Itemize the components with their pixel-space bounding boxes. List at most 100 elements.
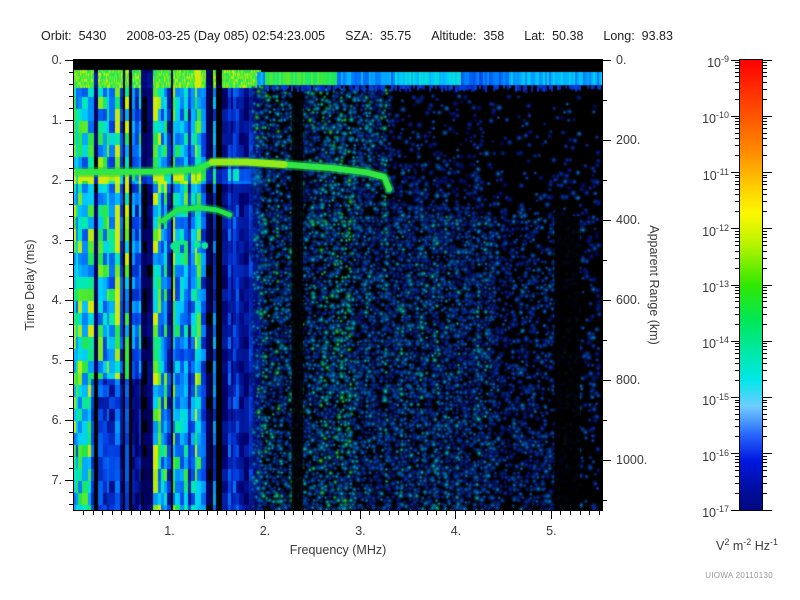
header-field-datetime: 2008-03-25 (Day 085) 02:54:23.005	[126, 29, 325, 43]
colorbar-minor-tick	[735, 174, 739, 176]
range-axis-tick-label: 1000.	[616, 453, 648, 467]
colorbar-tick-label: 10-9	[707, 54, 729, 71]
x-axis-tick	[560, 511, 562, 515]
x-axis-tick	[121, 511, 123, 515]
x-axis-tick	[168, 511, 170, 519]
y-axis-tick	[69, 227, 73, 229]
x-axis-tick	[445, 511, 447, 515]
colorbar-minor-tick	[763, 201, 767, 203]
x-axis-tick	[302, 511, 304, 515]
x-axis-tick	[149, 511, 151, 515]
colorbar-minor-tick	[735, 323, 739, 325]
colorbar-minor-tick	[763, 343, 767, 345]
colorbar-minor-tick	[735, 245, 739, 247]
range-axis-tick	[603, 99, 607, 101]
header-field-label: Lat:	[524, 29, 546, 43]
header-field-value: 93.83	[641, 29, 673, 43]
x-axis-tick	[159, 511, 161, 515]
colorbar-minor-tick	[735, 177, 739, 179]
colorbar-tick	[763, 340, 772, 342]
header-field-value: 2008-03-25 (Day 085) 02:54:23.005	[126, 29, 326, 43]
colorbar-minor-tick	[735, 230, 739, 232]
x-axis-tick	[589, 511, 591, 515]
colorbar-minor-tick	[735, 461, 739, 463]
header-field-lat: Lat: 50.38	[524, 29, 583, 43]
colorbar-minor-tick	[735, 419, 739, 421]
colorbar-minor-tick	[735, 370, 739, 372]
x-axis-tick	[388, 511, 390, 515]
x-axis-tick	[216, 511, 218, 515]
x-axis-title: Frequency (MHz)	[289, 543, 387, 557]
y-axis-tick-label: 3.	[51, 233, 62, 247]
colorbar-minor-tick	[735, 240, 739, 242]
header-field-label: Long:	[603, 29, 635, 43]
y-axis-tick	[69, 275, 73, 277]
colorbar-minor-tick	[735, 233, 739, 235]
colorbar-tick	[731, 172, 739, 173]
x-axis-tick	[455, 511, 457, 519]
y-axis-title-left: Time Delay (ms)	[23, 239, 37, 331]
x-axis-tick-label: 4.	[450, 524, 462, 538]
y-axis-tick	[65, 179, 73, 181]
x-axis-tick	[92, 511, 94, 515]
x-axis-tick	[484, 511, 486, 515]
colorbar-minor-tick	[735, 405, 739, 407]
colorbar-minor-tick	[735, 289, 739, 291]
x-axis-tick	[379, 511, 381, 515]
colorbar-minor-tick	[735, 293, 739, 295]
colorbar-minor-tick	[763, 296, 767, 298]
colorbar-minor-tick	[735, 313, 739, 315]
x-axis-tick	[197, 511, 199, 515]
colorbar-minor-tick	[763, 353, 767, 355]
colorbar-minor-tick	[735, 64, 739, 66]
x-axis-tick	[245, 511, 247, 515]
colorbar-minor-tick	[763, 240, 767, 242]
x-axis-tick	[226, 511, 228, 515]
x-axis-tick-label: 3.	[355, 524, 366, 538]
colorbar-minor-tick	[735, 121, 739, 123]
colorbar-tick	[763, 172, 772, 173]
y-axis-tick	[69, 263, 73, 265]
colorbar-minor-tick	[763, 357, 767, 359]
colorbar-minor-tick	[735, 287, 739, 289]
y-axis-tick	[69, 431, 73, 433]
colorbar-minor-tick	[763, 138, 767, 140]
colorbar-minor-tick	[763, 236, 767, 238]
y-axis-tick	[69, 407, 73, 409]
x-axis-tick	[407, 511, 409, 515]
y-axis-tick-label: 6.	[51, 413, 62, 427]
colorbar-tick	[731, 228, 739, 230]
x-axis-tick	[312, 511, 314, 515]
y-axis-tick	[69, 311, 73, 313]
colorbar-minor-tick	[763, 293, 767, 295]
y-axis-tick	[69, 395, 73, 397]
colorbar-minor-tick	[735, 492, 739, 494]
colorbar-frame	[739, 59, 763, 511]
colorbar-tick-label: 10-15	[702, 391, 729, 408]
y-axis-tick	[65, 59, 73, 61]
range-axis-tick	[603, 499, 607, 501]
colorbar-minor-tick	[763, 380, 767, 382]
x-axis-tick	[102, 511, 104, 515]
header-field-long: Long: 93.83	[603, 29, 673, 43]
colorbar-tick	[763, 509, 772, 511]
colorbar-minor-tick	[735, 201, 739, 203]
y-axis-tick	[69, 95, 73, 97]
colorbar-tick	[763, 59, 772, 61]
colorbar-tick	[763, 453, 772, 455]
colorbar-minor-tick	[763, 180, 767, 182]
x-axis-tick	[207, 511, 209, 515]
colorbar-minor-tick	[735, 138, 739, 140]
colorbar-minor-tick	[735, 180, 739, 182]
range-axis-tick	[603, 59, 611, 61]
x-axis-tick	[550, 511, 552, 519]
colorbar-tick	[763, 228, 772, 230]
colorbar-minor-tick	[763, 409, 767, 411]
x-axis-tick	[503, 511, 505, 515]
colorbar-minor-tick	[763, 402, 767, 404]
header-field-value: 5430	[78, 29, 107, 43]
colorbar-minor-tick	[735, 399, 739, 401]
y-axis-tick	[69, 143, 73, 145]
colorbar-minor-tick	[763, 155, 767, 157]
